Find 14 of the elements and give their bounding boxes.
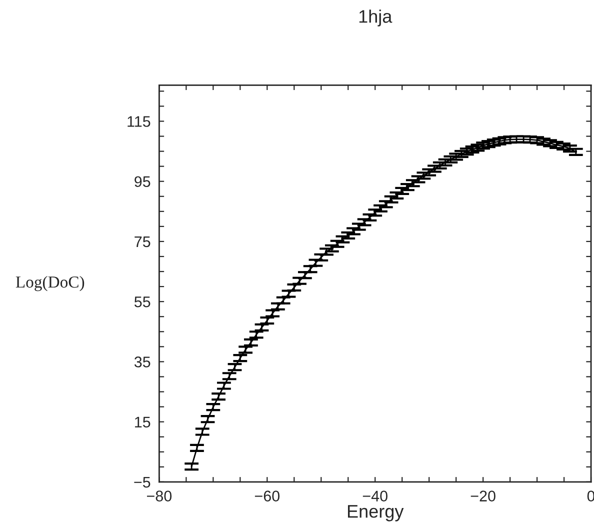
y-tick-label: 115 bbox=[128, 116, 150, 127]
y-tick-label: 55 bbox=[134, 296, 150, 308]
x-tick-label: −40 bbox=[362, 490, 388, 502]
x-tick-label: −20 bbox=[470, 490, 496, 502]
y-axis-title: Log(DoC) bbox=[16, 276, 84, 292]
y-tick-label: 15 bbox=[135, 416, 150, 428]
y-tick-label: −5 bbox=[134, 476, 150, 488]
x-axis-title: Energy bbox=[348, 505, 404, 522]
x-tick-label: −60 bbox=[254, 490, 280, 502]
chart-title: 1hja bbox=[359, 10, 392, 26]
y-tick-label: 35 bbox=[134, 356, 150, 368]
y-tick-label: 75 bbox=[134, 236, 150, 248]
y-tick-label: 95 bbox=[134, 176, 150, 188]
x-tick-label: −80 bbox=[146, 490, 172, 502]
